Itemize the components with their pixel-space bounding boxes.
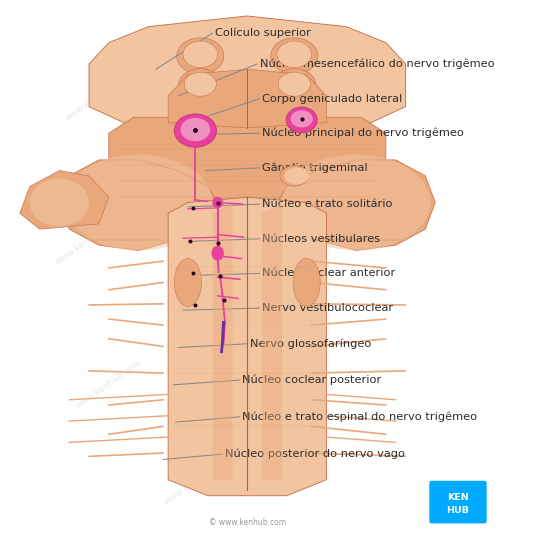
Text: Núcleo coclear posterior: Núcleo coclear posterior	[243, 375, 382, 385]
Ellipse shape	[271, 38, 318, 74]
Ellipse shape	[177, 38, 224, 74]
FancyBboxPatch shape	[429, 481, 487, 523]
Ellipse shape	[174, 259, 201, 306]
Ellipse shape	[64, 155, 213, 251]
Text: Colículo superior: Colículo superior	[215, 28, 311, 38]
Polygon shape	[59, 160, 217, 251]
Text: www.kenhub.com: www.kenhub.com	[252, 400, 322, 453]
Ellipse shape	[184, 72, 216, 96]
Text: www.kenhub.com: www.kenhub.com	[271, 266, 342, 320]
Text: Nervo glossofaríngeo: Nervo glossofaríngeo	[250, 338, 371, 349]
Text: Núcleos vestibulares: Núcleos vestibulares	[262, 234, 380, 244]
Text: Núcleo e trato espinal do nervo trigêmeo: Núcleo e trato espinal do nervo trigêmeo	[243, 411, 478, 422]
Ellipse shape	[278, 72, 310, 96]
Text: Corpo geniculado lateral: Corpo geniculado lateral	[262, 94, 402, 103]
Polygon shape	[109, 117, 386, 219]
Ellipse shape	[282, 155, 430, 251]
Text: www.kenhub.com: www.kenhub.com	[163, 453, 233, 506]
Ellipse shape	[212, 246, 224, 261]
Text: www.kenhub.com: www.kenhub.com	[63, 69, 134, 123]
Text: www.kenhub.com: www.kenhub.com	[54, 213, 124, 266]
Ellipse shape	[272, 69, 316, 102]
Ellipse shape	[277, 41, 312, 68]
Text: © www.kenhub.com: © www.kenhub.com	[209, 518, 286, 527]
Ellipse shape	[285, 167, 309, 184]
Text: Nervo vestibulococlear: Nervo vestibulococlear	[262, 303, 393, 313]
Text: www.kenhub.com: www.kenhub.com	[237, 123, 307, 176]
Polygon shape	[277, 160, 435, 251]
Text: Núcleo principal do nervo trigêmeo: Núcleo principal do nervo trigêmeo	[262, 128, 464, 139]
Polygon shape	[20, 171, 109, 229]
Polygon shape	[89, 16, 406, 128]
Ellipse shape	[212, 197, 223, 208]
Ellipse shape	[179, 69, 222, 102]
Ellipse shape	[286, 107, 317, 133]
Text: Núcleo coclear anterior: Núcleo coclear anterior	[262, 269, 395, 278]
Text: KEN: KEN	[447, 494, 469, 502]
Ellipse shape	[183, 41, 217, 68]
Polygon shape	[262, 203, 282, 480]
Ellipse shape	[280, 166, 309, 186]
Text: Núcleo posterior do nervo vago: Núcleo posterior do nervo vago	[225, 449, 405, 459]
Text: www.kenhub.com: www.kenhub.com	[74, 357, 144, 410]
Text: Gânglio trigeminal: Gânglio trigeminal	[262, 163, 368, 173]
Text: Núcleo e trato solitário: Núcleo e trato solitário	[262, 199, 393, 209]
Polygon shape	[168, 69, 326, 128]
Ellipse shape	[181, 118, 210, 141]
Text: HUB: HUB	[447, 506, 470, 515]
Ellipse shape	[293, 259, 320, 306]
Polygon shape	[168, 197, 326, 496]
Ellipse shape	[30, 179, 89, 227]
Ellipse shape	[290, 110, 313, 127]
Ellipse shape	[174, 114, 216, 147]
Text: Núcleo mesencefálico do nervo trigêmeo: Núcleo mesencefálico do nervo trigêmeo	[260, 59, 494, 69]
Polygon shape	[213, 203, 232, 480]
